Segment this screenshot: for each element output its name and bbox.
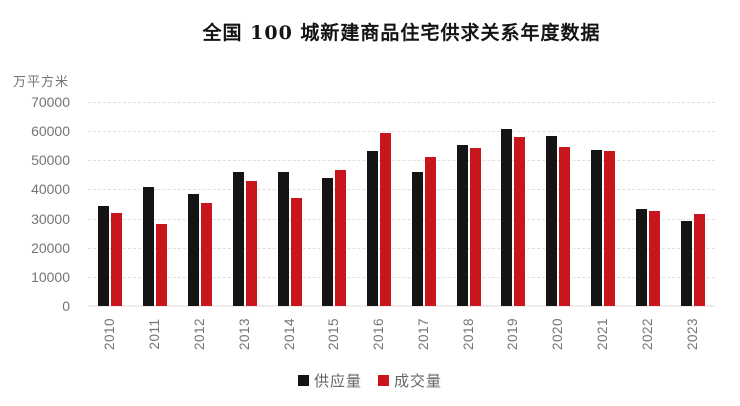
bar-供应量-2019 (501, 129, 513, 306)
bar-成交量-2023 (693, 213, 705, 306)
bar-供应量-2010 (98, 206, 110, 306)
transaction-legend-swatch-icon (378, 374, 389, 386)
y-tick-label-60000: 60000 (31, 123, 70, 140)
bar-供应量-2014 (277, 171, 289, 306)
x-tick-label-2014: 2014 (281, 317, 297, 351)
y-tick-label-70000: 70000 (31, 94, 70, 110)
bar-成交量-2012 (200, 202, 212, 306)
bar-供应量-2023 (680, 221, 692, 306)
gridline-30000 (88, 218, 715, 220)
bar-成交量-2013 (245, 180, 257, 306)
bar-供应量-2017 (411, 172, 423, 306)
bar-成交量-2011 (156, 224, 168, 306)
x-tick-label-2020: 2020 (550, 317, 566, 351)
bar-供应量-2021 (591, 149, 603, 306)
legend-label-supply: 供应量 (313, 372, 362, 390)
y-axis-unit-label: 万平方米 (13, 74, 70, 89)
bar-成交量-2015 (335, 170, 347, 306)
bar-供应量-2018 (456, 144, 468, 306)
y-tick-label-20000: 20000 (31, 239, 70, 256)
legend-item-transaction: 成交量 (378, 370, 442, 391)
bar-供应量-2012 (187, 193, 199, 306)
x-tick-label-2015: 2015 (326, 317, 342, 351)
legend-item-supply: 供应量 (297, 370, 362, 391)
y-tick-label-0: 0 (62, 298, 70, 314)
bar-成交量-2020 (559, 147, 571, 306)
bar-成交量-2016 (380, 132, 392, 306)
bar-成交量-2014 (290, 197, 302, 306)
gridline-50000 (88, 160, 715, 162)
gridline-40000 (88, 189, 715, 191)
bar-成交量-2019 (514, 136, 526, 306)
gridline-70000 (88, 102, 715, 103)
x-tick-label-2023: 2023 (684, 317, 700, 351)
bar-成交量-2017 (424, 157, 436, 306)
x-tick-label-2013: 2013 (236, 317, 252, 351)
x-tick-label-2022: 2022 (639, 317, 655, 351)
x-tick-label-2017: 2017 (415, 317, 431, 351)
chart-title: 全国 100 城新建商品住宅供求关系年度数据 (202, 22, 601, 44)
legend-label-transaction: 成交量 (394, 372, 443, 390)
bar-成交量-2021 (604, 150, 616, 306)
x-tick-label-2019: 2019 (505, 317, 521, 351)
gridline-20000 (88, 247, 715, 249)
bar-成交量-2022 (648, 210, 660, 306)
gridline-60000 (88, 131, 715, 133)
bar-成交量-2010 (111, 212, 123, 306)
x-tick-label-2012: 2012 (191, 317, 207, 351)
gridline-10000 (88, 276, 715, 278)
x-tick-label-2010: 2010 (102, 317, 118, 351)
bar-供应量-2020 (546, 136, 558, 306)
x-tick-label-2021: 2021 (595, 317, 611, 351)
supply-legend-swatch-icon (297, 374, 309, 386)
x-tick-label-2016: 2016 (371, 317, 387, 351)
x-tick-label-2018: 2018 (460, 317, 476, 351)
bar-成交量-2018 (469, 147, 481, 306)
bar-供应量-2016 (367, 150, 379, 306)
x-axis-baseline (88, 305, 715, 307)
bar-供应量-2011 (143, 186, 155, 306)
bar-供应量-2015 (322, 178, 334, 306)
legend: 供应量 成交量 (0, 369, 740, 391)
y-tick-label-10000: 10000 (31, 268, 70, 285)
bar-供应量-2022 (635, 209, 647, 306)
y-tick-label-40000: 40000 (31, 181, 70, 198)
y-tick-label-50000: 50000 (31, 152, 70, 169)
y-tick-label-30000: 30000 (31, 210, 70, 227)
bar-供应量-2013 (232, 171, 244, 306)
x-tick-label-2011: 2011 (147, 318, 163, 350)
